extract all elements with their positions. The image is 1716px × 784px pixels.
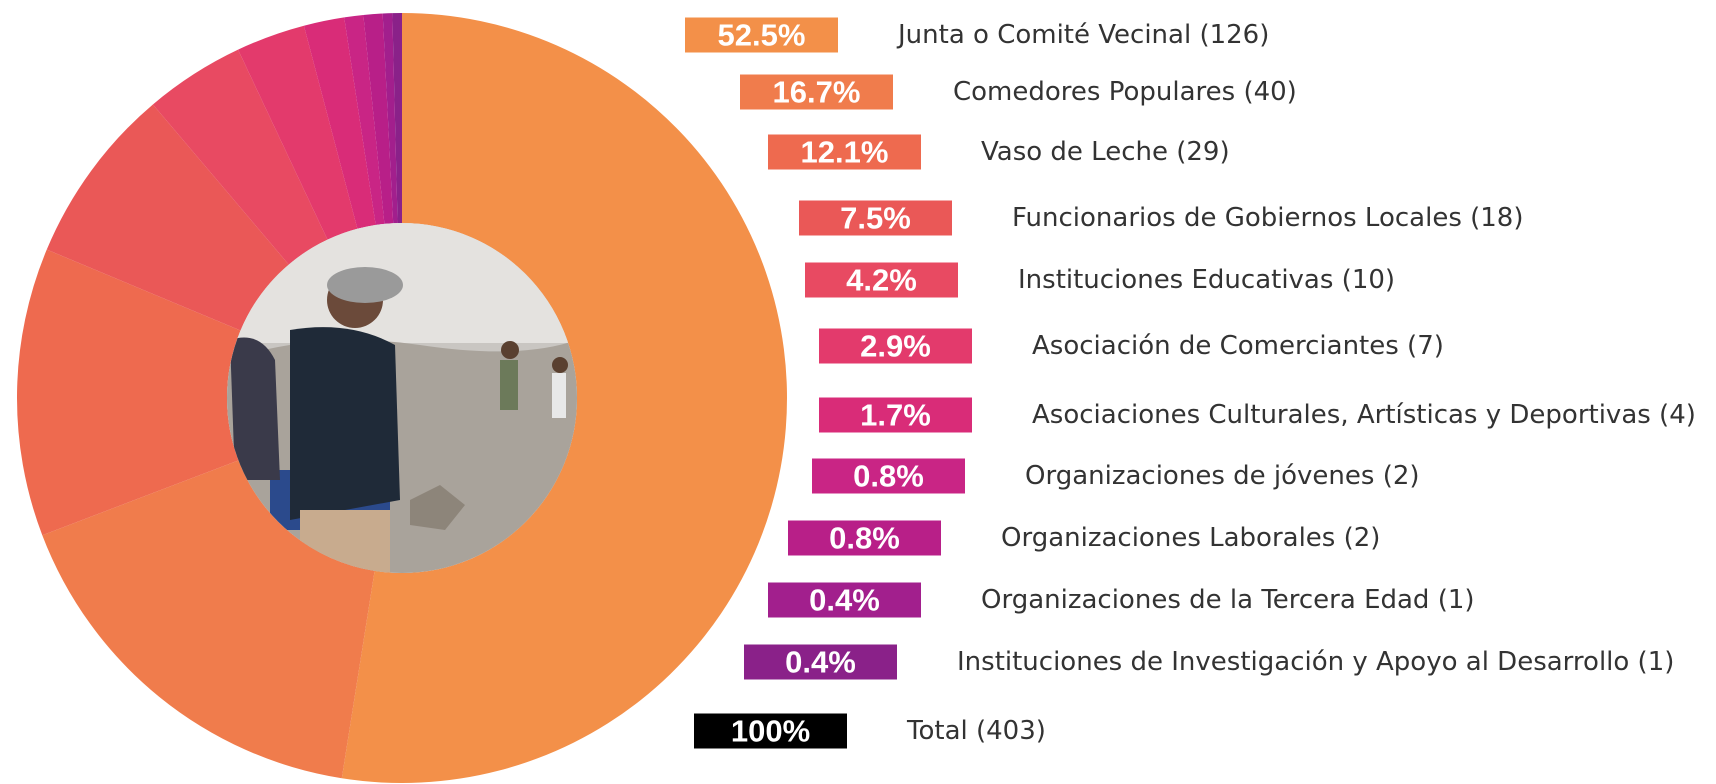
legend-label: Junta o Comité Vecinal (126) — [896, 20, 1269, 50]
legend-label: Asociaciones Culturales, Artísticas y De… — [1032, 400, 1696, 430]
chart: 52.5% Junta o Comité Vecinal (126) 16.7% Co… — [0, 0, 1716, 784]
value-label: 52.5% — [718, 18, 806, 53]
legend-label: Comedores Populares (40) — [953, 77, 1297, 107]
legend-label: Instituciones Educativas (10) — [1018, 265, 1395, 295]
legend-label: Vaso de Leche (29) — [981, 137, 1230, 167]
legend-label: Instituciones de Investigación y Apoyo a… — [957, 647, 1674, 677]
value-label: 0.4% — [809, 583, 880, 618]
total-value-label: 100% — [731, 714, 810, 749]
value-label: 1.7% — [860, 398, 931, 433]
center-photo — [227, 223, 577, 573]
legend-label: Funcionarios de Gobiernos Locales (18) — [1012, 203, 1524, 233]
page: {"chart_data": {"type": "donut", "catego… — [0, 0, 1716, 784]
value-label: 0.8% — [853, 459, 924, 494]
value-label: 0.4% — [785, 645, 856, 680]
value-label: 2.9% — [860, 329, 931, 364]
legend-label: Organizaciones de la Tercera Edad (1) — [981, 585, 1475, 615]
legend-label: Organizaciones Laborales (2) — [1001, 523, 1380, 553]
legend-label: Organizaciones de jóvenes (2) — [1025, 461, 1420, 491]
value-label: 16.7% — [773, 75, 861, 110]
value-label: 12.1% — [801, 135, 889, 170]
value-label: 0.8% — [829, 521, 900, 556]
total-label: Total (403) — [906, 716, 1046, 746]
legend: 52.5% Junta o Comité Vecinal (126) 16.7% Co… — [685, 18, 1696, 749]
value-label: 7.5% — [840, 201, 911, 236]
value-label: 4.2% — [846, 263, 917, 298]
legend-label: Asociación de Comerciantes (7) — [1032, 331, 1444, 361]
